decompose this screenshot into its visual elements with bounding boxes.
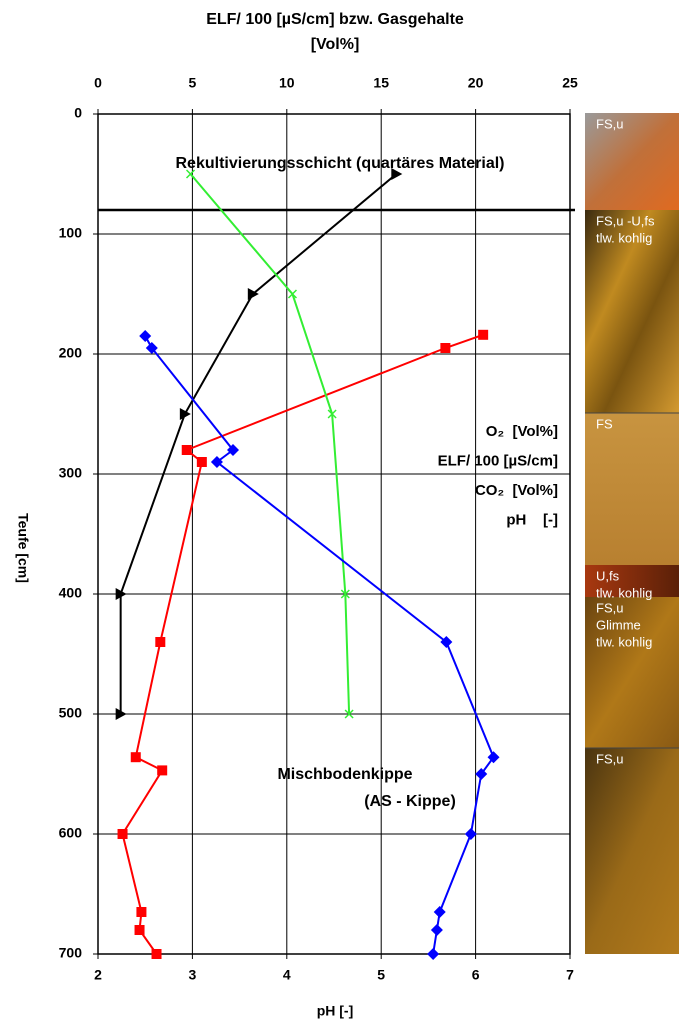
x2-tick-label: 6 [472, 967, 480, 983]
marker [431, 924, 443, 936]
soil-label: Glimme [596, 617, 641, 632]
x-tick-label: 20 [468, 75, 484, 91]
marker [434, 906, 446, 918]
marker [155, 637, 165, 647]
legend-entry: CO₂ [Vol%] [475, 482, 558, 499]
marker [440, 343, 450, 353]
legend-entry: ELF/ 100 [µS/cm] [438, 452, 558, 469]
marker [182, 445, 192, 455]
soil-label: tlw. kohlig [596, 230, 652, 245]
y-tick-label: 600 [59, 825, 83, 841]
marker [118, 829, 128, 839]
marker [135, 925, 145, 935]
x2-tick-label: 5 [377, 967, 385, 983]
marker [136, 907, 146, 917]
marker [139, 330, 151, 342]
y-axis-label: Teufe [cm] [15, 513, 31, 583]
y-tick-label: 500 [59, 705, 83, 721]
y-tick-label: 0 [74, 105, 82, 121]
x2-tick-label: 4 [283, 967, 291, 983]
marker [152, 949, 162, 959]
soil-label: tlw. kohlig [596, 634, 652, 649]
soil-layer [585, 413, 679, 565]
soil-label: FS,u [596, 116, 623, 131]
x-tick-label: 15 [373, 75, 389, 91]
soil-label: tlw. kohlig [596, 585, 652, 600]
marker [131, 752, 141, 762]
marker [478, 330, 488, 340]
chart: FS,u FS,u -U,fs tlw. kohlig FS U,fs tlw. kohl… [0, 0, 679, 1027]
series-line [145, 336, 493, 954]
series-line [123, 335, 484, 954]
marker [180, 408, 191, 420]
marker [157, 765, 167, 775]
soil-label: FS,u [596, 751, 623, 766]
series-line [191, 174, 350, 714]
x2-tick-label: 2 [94, 967, 102, 983]
y-tick-label: 700 [59, 945, 83, 961]
chart-title: ELF/ 100 [µS/cm] bzw. Gasgehalte [206, 11, 464, 28]
x-tick-label: 25 [562, 75, 578, 91]
marker [427, 948, 439, 960]
soil-label: FS,u [596, 600, 623, 615]
soil-label: U,fs [596, 568, 620, 583]
annotation: (AS - Kippe) [364, 793, 456, 810]
marker [197, 457, 207, 467]
x-tick-label: 5 [189, 75, 197, 91]
x-tick-label: 10 [279, 75, 295, 91]
soil-layer [585, 748, 679, 954]
x-axis-label: pH [-] [317, 1003, 354, 1019]
marker [465, 828, 477, 840]
chart-title: [Vol%] [311, 36, 360, 53]
legend-entry: pH [-] [506, 511, 558, 528]
soil-column: FS,u FS,u -U,fs tlw. kohlig FS U,fs tlw. kohl… [585, 113, 679, 954]
soil-label: FS [596, 416, 613, 431]
x2-tick-label: 7 [566, 967, 574, 983]
legend-entry: O₂ [Vol%] [486, 423, 558, 440]
x-tick-label: 0 [94, 75, 102, 91]
plot-frame [98, 114, 570, 954]
x2-tick-label: 3 [189, 967, 197, 983]
y-tick-label: 400 [59, 585, 83, 601]
annotation: Mischbodenkippe [277, 766, 412, 783]
y-tick-label: 200 [59, 345, 83, 361]
soil-label: FS,u -U,fs [596, 213, 655, 228]
annotation: Rekultivierungsschicht (quartäres Materi… [176, 155, 505, 172]
y-tick-label: 100 [59, 225, 83, 241]
y-tick-label: 300 [59, 465, 83, 481]
